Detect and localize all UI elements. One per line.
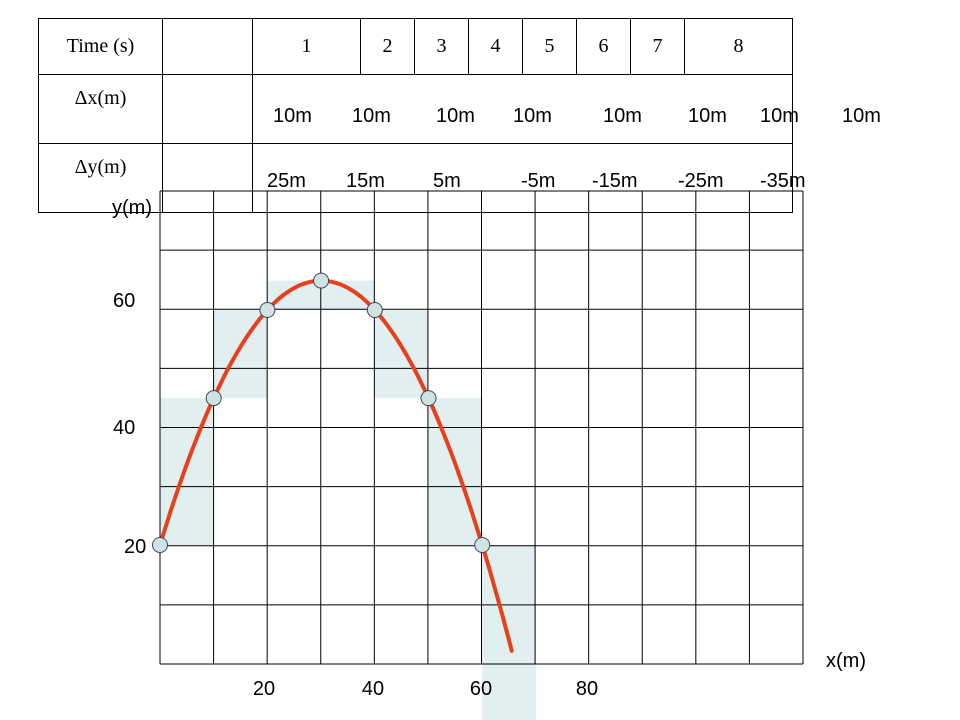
data-point [420, 390, 437, 407]
step-fill [321, 280, 375, 310]
header-cell-blank [162, 18, 253, 75]
tick-labels: 20 40 60 80 20 40 60 [113, 290, 598, 700]
x-tick-label: 40 [362, 678, 384, 700]
data-point [205, 390, 222, 407]
y-axis-label: y(m) [112, 197, 152, 219]
header-cell-8: 8 [684, 18, 793, 75]
row-label-dx: Δx(m) [38, 74, 163, 144]
dy-value: 5m [433, 170, 461, 192]
dy-value: 25m [267, 170, 306, 192]
table-header-row: Time (s) 1 2 3 4 5 6 7 8 [38, 18, 793, 75]
step-fill [267, 280, 322, 310]
dx-value: 10m [273, 105, 312, 127]
data-point [259, 302, 276, 318]
markers [152, 272, 491, 553]
dx-value: 10m [513, 105, 552, 127]
y-tick-label: 20 [124, 536, 146, 558]
trajectory-curve [158, 278, 514, 653]
row-label-dy: Δy(m) [38, 143, 163, 213]
blank-cell [162, 74, 253, 144]
dx-value: 10m [842, 105, 881, 127]
y-tick-label: 60 [113, 290, 135, 312]
dx-value: 10m [688, 105, 727, 127]
data-point [366, 302, 383, 318]
x-tick-label: 60 [470, 678, 492, 700]
dx-value: 10m [352, 105, 391, 127]
dx-value: 10m [603, 105, 642, 127]
data-point [474, 537, 491, 553]
data-table: Time (s) 1 2 3 4 5 6 7 8 Δx(m) 10m 10m 1… [38, 18, 881, 213]
dx-value: 10m [760, 105, 799, 127]
blank-cell [162, 143, 253, 213]
dy-value: -35m [760, 170, 806, 192]
table-row-dx: Δx(m) 10m 10m 10m 10m 10m 10m 10m 10m [38, 74, 881, 144]
dy-value: -15m [592, 170, 638, 192]
table-row-dy: Δy(m) 25m 15m 5m -5m -15m -25m -35m [38, 143, 806, 213]
dy-value: -25m [678, 170, 724, 192]
curve [158, 278, 514, 653]
header-cell-4: 4 [468, 18, 523, 75]
header-cell-time: Time (s) [38, 18, 163, 75]
y-tick-label: 40 [113, 417, 135, 439]
dy-value: 15m [346, 170, 385, 192]
dx-value: 10m [436, 105, 475, 127]
data-point [313, 272, 330, 289]
header-cell-6: 6 [576, 18, 631, 75]
header-cell-5: 5 [522, 18, 577, 75]
step-fills [160, 280, 536, 720]
x-tick-label: 20 [253, 678, 275, 700]
x-tick-label: 80 [576, 678, 598, 700]
header-cell-2: 2 [360, 18, 415, 75]
dx-values-cell: 10m 10m 10m 10m 10m 10m 10m 10m [252, 74, 881, 144]
x-axis-label: x(m) [826, 650, 866, 672]
dy-value: -5m [521, 170, 556, 192]
data-point [152, 537, 168, 553]
grid [159, 190, 804, 665]
dy-values-cell: 25m 15m 5m -5m -15m -25m -35m [252, 143, 806, 213]
